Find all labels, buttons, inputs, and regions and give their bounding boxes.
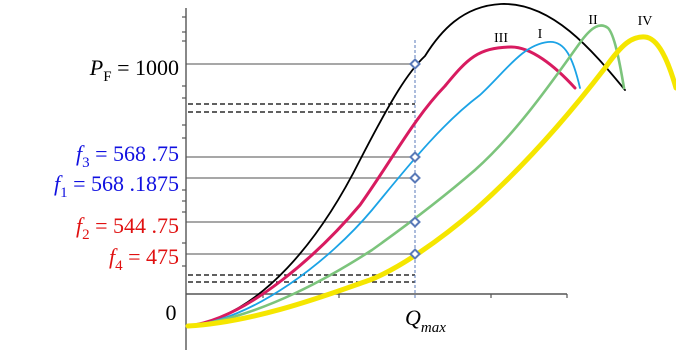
curve-label-II: II (588, 13, 598, 28)
series-curve-I (187, 41, 581, 327)
marker-f1 (409, 172, 421, 184)
curve-label-III: III (494, 31, 508, 46)
series-layer (185, 3, 676, 329)
marker-PF (409, 58, 421, 70)
series-curve-black (187, 3, 626, 327)
level-label-PF: PF = 1000 (89, 55, 179, 85)
marker-f3 (409, 151, 421, 163)
curve-label-IV: IV (638, 14, 653, 29)
series-curve-III (186, 45, 577, 328)
marker-f4 (409, 248, 421, 260)
axes-layer (182, 8, 568, 350)
x-axis-label: Qmax (405, 305, 446, 336)
curve-label-I: I (538, 27, 543, 42)
level-label-f1: f1 = 568 .1875 (54, 171, 179, 201)
markers-layer (409, 58, 421, 260)
origin-label: 0 (166, 300, 177, 325)
series-curve-IV (185, 34, 676, 329)
marker-f2 (409, 216, 421, 228)
level-label-f4: f4 = 475 (109, 244, 179, 274)
series-curve-II (186, 24, 626, 328)
grid-layer (186, 40, 416, 298)
level-label-f2: f2 = 544 .75 (76, 213, 179, 243)
level-label-f3: f3 = 568 .75 (76, 141, 179, 171)
